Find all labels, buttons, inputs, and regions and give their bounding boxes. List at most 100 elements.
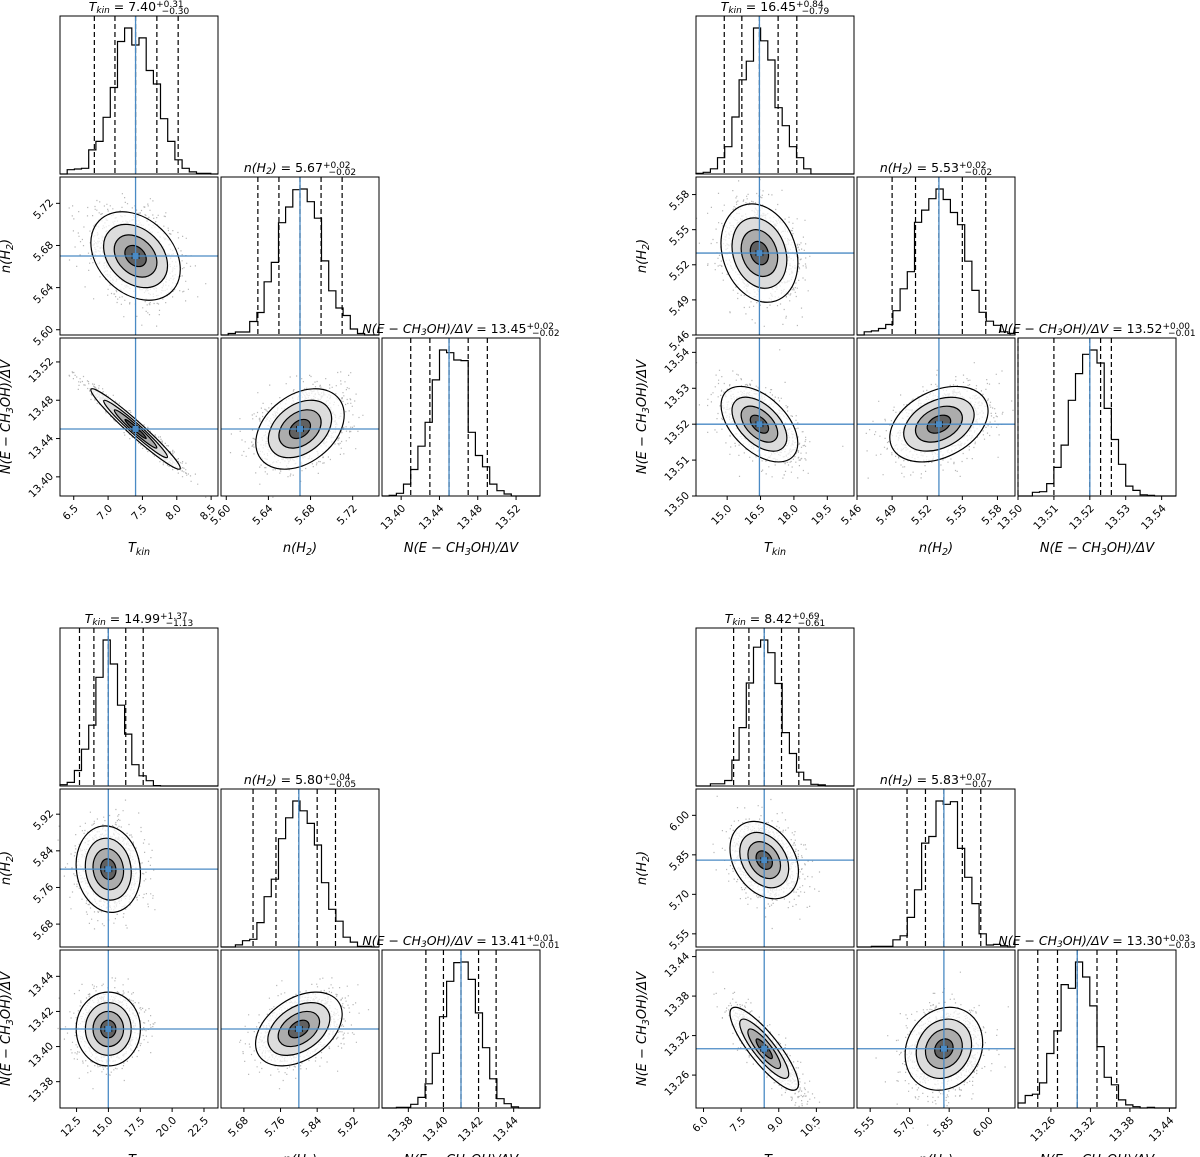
y-tick-label: 5.76 — [31, 881, 56, 906]
y-tick-label: 5.64 — [31, 281, 56, 306]
y-tick-label: 5.72 — [31, 197, 56, 222]
panel-frame — [695, 337, 855, 497]
y-tick-label: 13.38 — [26, 1075, 56, 1105]
y-tick-label: 13.44 — [26, 432, 56, 462]
panel-frame — [59, 949, 219, 1109]
x-tick-label: 13.38 — [1107, 1115, 1137, 1145]
x-tick-label: 20.0 — [154, 1115, 179, 1140]
x-tick-label: 12.5 — [59, 1115, 84, 1140]
panel-frame — [1017, 949, 1177, 1109]
y-tick-label: 5.92 — [31, 808, 56, 833]
scatter-panel-3-2: 5.55 5.70 5.85 6.00 n(H2) — [852, 949, 1016, 1157]
panel-frame — [856, 949, 1016, 1109]
y-tick-label: 13.38 — [662, 990, 692, 1020]
histogram-panel-3: 13.26 13.32 13.38 13.44 N(E − CH3OH)/ΔV — [1017, 949, 1177, 1157]
x-tick-label: 8.0 — [164, 503, 184, 523]
x-tick-label: 5.68 — [293, 503, 318, 528]
y-tick-label: 5.49 — [667, 294, 692, 319]
x-tick-label: 13.44 — [417, 502, 447, 532]
histogram-panel-2 — [856, 176, 1016, 336]
x-tick-label: 5.92 — [336, 1115, 361, 1140]
y-tick-label: 13.32 — [662, 1029, 692, 1059]
truth-marker — [935, 421, 942, 428]
panel-frame — [220, 788, 380, 948]
x-tick-label: 16.5 — [743, 503, 768, 528]
scatter-panel-3-1: 6.0 7.5 9.0 10.5 Tkin 13.26 13.32 13.38 13.44 N(E… — [635, 949, 855, 1157]
y-tick-label: 5.60 — [31, 323, 56, 348]
x-tick-label: 18.0 — [776, 503, 801, 528]
panel-frame — [695, 788, 855, 948]
x-tick-label: 13.32 — [1068, 1115, 1098, 1145]
panel-frame — [381, 337, 541, 497]
x-axis-label: Tkin — [128, 541, 150, 558]
histogram-steps — [1018, 349, 1176, 497]
histogram-panel-1 — [695, 15, 855, 175]
y-axis-label: n(H2) — [635, 239, 652, 273]
y-tick-label: 13.26 — [662, 1068, 692, 1098]
x-tick-label: 7.5 — [129, 503, 149, 523]
panel-title-2: n(H2) = 5.80+0.04 −0.05 — [244, 772, 356, 790]
x-tick-label: 5.84 — [299, 1114, 324, 1139]
panel-frame — [695, 176, 855, 336]
x-tick-label: 13.52 — [1067, 503, 1097, 533]
y-tick-label: 6.00 — [667, 809, 692, 834]
histogram-steps — [59, 639, 218, 787]
x-axis-label: Tkin — [764, 1153, 786, 1157]
x-tick-label: 10.5 — [798, 1115, 823, 1140]
truth-marker — [756, 421, 763, 428]
panel-frame — [695, 627, 855, 787]
panel-frame — [59, 788, 219, 948]
x-tick-label: 13.54 — [1139, 502, 1169, 532]
y-tick-label: 13.53 — [662, 382, 692, 412]
corner-plot-1: Tkin = 7.40+0.31 −0.30 5.60 5.64 5.68 5.72 n(H… — [0, 0, 560, 558]
y-tick-label: 5.55 — [667, 927, 692, 952]
y-tick-label: 13.44 — [26, 970, 56, 1000]
x-axis-label: n(H2) — [919, 541, 953, 558]
panel-frame — [220, 176, 380, 336]
panel-title-3: N(E − CH3OH)/ΔV = 13.41+0.01 −0.01 — [362, 933, 559, 951]
x-tick-label: 22.5 — [186, 1115, 211, 1140]
histogram-panel-2 — [856, 788, 1016, 948]
histogram-panel-1 — [59, 15, 219, 175]
scatter-panel-2-1: 5.55 5.70 5.85 6.00 n(H2) — [635, 788, 855, 952]
x-tick-label: 13.44 — [1147, 1114, 1177, 1144]
scatter-panel-3-1: 6.5 7.0 7.5 8.0 8.5Tkin13.4013.4413.4813.52N… — [0, 337, 219, 558]
y-tick-label: 5.70 — [667, 888, 692, 913]
x-tick-label: 5.76 — [263, 1114, 288, 1139]
panel-title-1: Tkin = 16.45+0.84 −0.79 — [721, 0, 830, 17]
y-tick-label: 5.52 — [667, 258, 692, 283]
truth-marker — [105, 1026, 112, 1032]
x-tick-label: 5.64 — [250, 502, 275, 527]
x-axis-label: n(H2) — [283, 1153, 317, 1157]
x-tick-label: 13.40 — [421, 1115, 451, 1145]
y-tick-label: 5.55 — [667, 223, 692, 248]
x-tick-label: 5.49 — [874, 503, 899, 528]
panel-title-2: n(H2) = 5.53+0.02 −0.02 — [880, 160, 992, 178]
panel-title-1: Tkin = 7.40+0.31 −0.30 — [89, 0, 190, 17]
corner-plot-3: Tkin = 14.99+1.37 −1.13 5.68 5.76 5.84 5.92 n(… — [0, 611, 560, 1157]
y-axis-label: n(H2) — [635, 851, 652, 885]
x-tick-label: 5.52 — [909, 503, 934, 528]
y-tick-label: 13.51 — [662, 454, 692, 484]
y-tick-label: 5.58 — [667, 188, 692, 213]
x-axis-label: N(E − CH3OH)/ΔV — [1040, 541, 1155, 558]
x-tick-label: 6.5 — [61, 503, 81, 523]
histogram-steps — [696, 639, 854, 787]
histogram-panel-3: 13.40 13.44 13.48 13.52 N(E − CH3OH)/ΔV — [378, 337, 541, 558]
panel-frame — [381, 949, 541, 1109]
panel-frame — [59, 627, 219, 787]
y-axis-label: N(E − CH3OH)/ΔV — [0, 359, 16, 474]
panel-frame — [59, 15, 219, 175]
histogram-steps — [382, 349, 540, 497]
x-tick-label: 13.26 — [1028, 1114, 1058, 1144]
panel-frame — [856, 176, 1016, 336]
x-tick-label: 5.46 — [839, 502, 864, 527]
panel-title-1: Tkin = 8.42+0.69 −0.61 — [725, 611, 826, 629]
x-axis-label: N(E − CH3OH)/ΔV — [404, 541, 519, 558]
truth-marker — [132, 253, 139, 259]
corner-plot-2: Tkin = 16.45+0.84 −0.79 5.46 5.49 5.52 5.55 5.… — [635, 0, 1196, 558]
y-tick-label: 13.44 — [662, 950, 692, 980]
panel-frame — [1017, 337, 1177, 497]
histogram-panel-1 — [59, 627, 219, 787]
